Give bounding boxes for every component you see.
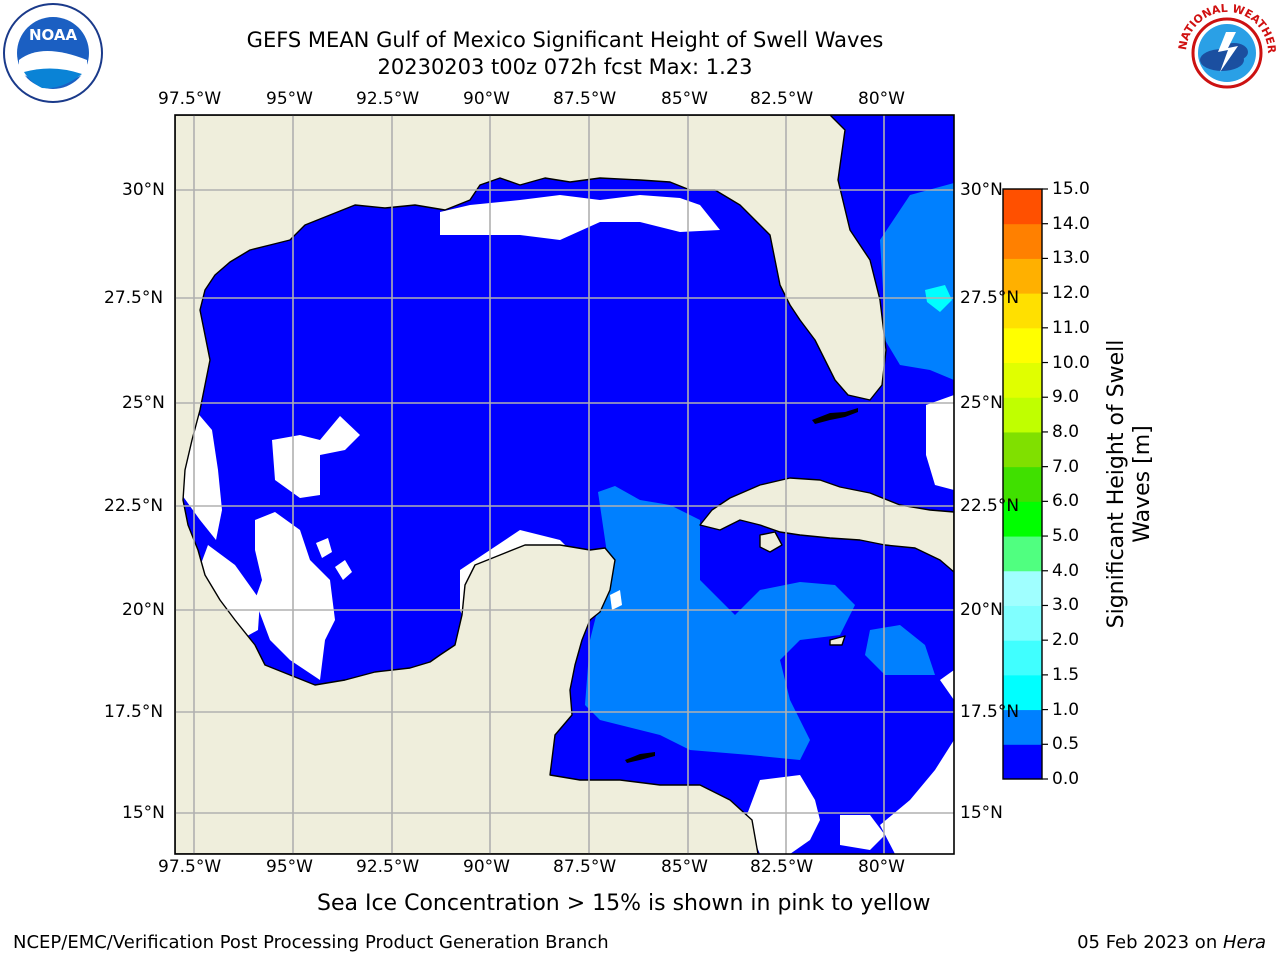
lat-tick-left: 25°N xyxy=(122,393,165,413)
small-islands xyxy=(625,408,858,763)
lon-tick-bottom: 90°W xyxy=(463,857,510,877)
lat-tick-right: 15°N xyxy=(960,803,1003,823)
colorbar-tick-label: 0.0 xyxy=(1052,769,1080,789)
colorbar-segment xyxy=(1003,258,1042,294)
lat-tick-left: 17.5°N xyxy=(104,702,164,722)
colorbar-tick-label: 9.0 xyxy=(1052,387,1080,408)
colorbar-tick-label: 5.0 xyxy=(1052,526,1080,547)
colorbar-tick-label: 14.0 xyxy=(1052,213,1090,234)
lat-tick-left: 15°N xyxy=(122,803,165,823)
lon-tick-bottom: 87.5°W xyxy=(553,857,617,877)
colorbar-tick-label: 15.0 xyxy=(1052,179,1090,199)
colorbar xyxy=(1003,189,1042,780)
colorbar-tick-label: 1.5 xyxy=(1052,664,1080,685)
lon-tick-bottom: 92.5°W xyxy=(356,857,420,877)
colorbar-segment xyxy=(1003,709,1042,745)
gridlines xyxy=(175,115,954,854)
colorbar-tick-label: 6.0 xyxy=(1052,491,1080,512)
colorbar-tick-label: 12.0 xyxy=(1052,283,1090,304)
colorbar-segment xyxy=(1003,501,1042,537)
colorbar-tick-label: 13.0 xyxy=(1052,248,1090,269)
colorbar-ticks xyxy=(1042,188,1048,780)
colorbar-segment xyxy=(1003,536,1042,572)
lon-tick-bottom: 97.5°W xyxy=(158,857,222,877)
lon-tick-top: 82.5°W xyxy=(750,89,814,109)
lon-tick-bottom: 82.5°W xyxy=(750,857,814,877)
colorbar-segment xyxy=(1003,431,1042,468)
colorbar-segment xyxy=(1003,293,1042,329)
lat-tick-right: 22.5°N xyxy=(960,496,1020,516)
lon-tick-top: 90°W xyxy=(463,89,510,109)
chart-title: GEFS MEAN Gulf of Mexico Significant Hei… xyxy=(246,28,884,52)
colorbar-segment xyxy=(1003,744,1042,780)
colorbar-segment xyxy=(1003,570,1042,606)
colorbar-segment xyxy=(1003,223,1042,259)
colorbar-segment xyxy=(1003,362,1042,398)
footer-date: 05 Feb 2023 on Hera xyxy=(1077,932,1266,953)
lon-tick-bottom: 80°W xyxy=(858,857,905,877)
colorbar-tick-label: 7.0 xyxy=(1052,456,1080,477)
colorbar-tick-label: 2.0 xyxy=(1052,630,1080,651)
colorbar-segment xyxy=(1003,674,1042,711)
colorbar-segment xyxy=(1003,605,1042,641)
colorbar-segment xyxy=(1003,327,1042,364)
colorbar-tick-label: 3.0 xyxy=(1052,595,1080,616)
lon-tick-top: 80°W xyxy=(858,89,905,109)
lat-tick-left: 20°N xyxy=(122,600,165,620)
lon-tick-top: 87.5°W xyxy=(553,89,617,109)
lon-tick-top: 95°W xyxy=(266,89,313,109)
map-frame xyxy=(174,114,955,855)
colorbar-tick-label: 0.5 xyxy=(1052,734,1080,755)
footer-credit: NCEP/EMC/Verification Post Processing Pr… xyxy=(13,932,609,953)
lon-tick-top: 92.5°W xyxy=(356,89,420,109)
colorbar-segment xyxy=(1003,466,1042,502)
lat-tick-left: 22.5°N xyxy=(104,496,164,516)
chart-subtitle: 20230203 t00z 072h fcst Max: 1.23 xyxy=(377,55,753,79)
lat-tick-right: 25°N xyxy=(960,393,1003,413)
noaa-logo: NOAA xyxy=(3,3,103,103)
colorbar-tick-label: 4.0 xyxy=(1052,560,1080,581)
footer-date-text: 05 Feb 2023 on xyxy=(1077,932,1223,953)
lon-tick-top: 85°W xyxy=(661,89,708,109)
colorbar-frame xyxy=(1002,188,1043,780)
colorbar-segment xyxy=(1003,397,1042,433)
lat-tick-left: 30°N xyxy=(122,180,165,200)
footer-host: Hera xyxy=(1222,932,1266,953)
nws-logo: NATIONAL WEATHER SERVICE xyxy=(1176,2,1278,101)
colorbar-tick-label: 1.0 xyxy=(1052,699,1080,720)
lat-tick-right: 30°N xyxy=(960,180,1003,200)
lat-tick-right: 27.5°N xyxy=(960,288,1020,308)
lat-tick-right: 20°N xyxy=(960,600,1003,620)
colorbar-tick-label: 11.0 xyxy=(1052,317,1090,338)
colorbar-segment xyxy=(1003,189,1042,225)
colorbar-label-line2: Waves [m] xyxy=(1130,425,1155,543)
lat-tick-left: 27.5°N xyxy=(104,288,164,308)
noaa-logo-text: NOAA xyxy=(29,26,78,44)
sea-ice-note: Sea Ice Concentration > 15% is shown in … xyxy=(317,891,931,916)
lon-tick-bottom: 95°W xyxy=(266,857,313,877)
colorbar-tick-label: 8.0 xyxy=(1052,421,1080,442)
colorbar-tick-label: 10.0 xyxy=(1052,352,1090,373)
lon-tick-bottom: 85°W xyxy=(661,857,708,877)
colorbar-segment xyxy=(1003,640,1042,676)
lon-tick-top: 97.5°W xyxy=(158,89,222,109)
colorbar-label-line1: Significant Height of Swell xyxy=(1104,339,1129,629)
lat-tick-right: 17.5°N xyxy=(960,702,1020,722)
